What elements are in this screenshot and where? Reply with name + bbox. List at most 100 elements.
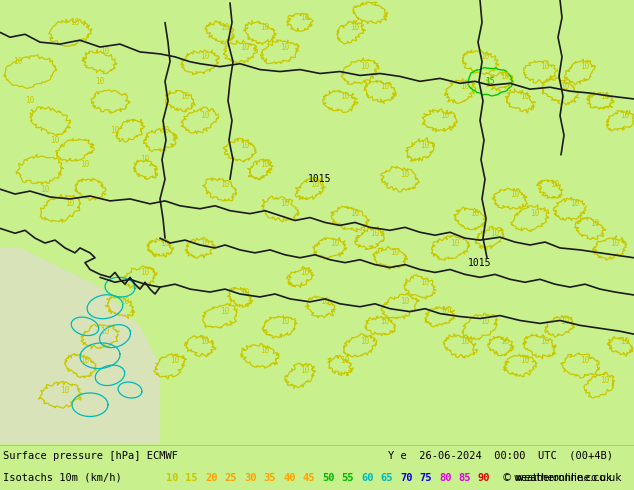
Text: 10: 10 bbox=[510, 190, 520, 198]
Text: 10: 10 bbox=[420, 141, 430, 149]
Text: 10: 10 bbox=[351, 23, 359, 32]
Text: weatheronline.co.uk: weatheronline.co.uk bbox=[514, 473, 612, 483]
Text: 10: 10 bbox=[100, 327, 110, 336]
Text: 10: 10 bbox=[81, 356, 89, 365]
Text: 60: 60 bbox=[361, 473, 373, 483]
Text: 10: 10 bbox=[460, 82, 470, 91]
Text: 10: 10 bbox=[521, 356, 529, 365]
Text: 45: 45 bbox=[302, 473, 315, 483]
Text: 10: 10 bbox=[611, 239, 619, 247]
Text: 10: 10 bbox=[380, 82, 390, 91]
Text: 10: 10 bbox=[166, 473, 179, 483]
Text: 10: 10 bbox=[200, 52, 210, 61]
Text: 15: 15 bbox=[485, 77, 495, 86]
Text: 10: 10 bbox=[301, 366, 309, 375]
Text: 10: 10 bbox=[600, 92, 610, 100]
Text: 10: 10 bbox=[240, 141, 250, 149]
Text: 10: 10 bbox=[370, 229, 380, 238]
Text: 10: 10 bbox=[120, 297, 129, 306]
Text: 10: 10 bbox=[621, 337, 630, 345]
Text: 50: 50 bbox=[322, 473, 335, 483]
Text: 10: 10 bbox=[140, 155, 150, 164]
Text: Isotachs 10m (km/h): Isotachs 10m (km/h) bbox=[3, 473, 122, 483]
Text: 10: 10 bbox=[500, 72, 510, 81]
Text: 10: 10 bbox=[571, 199, 579, 208]
Text: 10: 10 bbox=[460, 337, 470, 345]
Text: 10: 10 bbox=[500, 337, 510, 345]
Text: 10: 10 bbox=[531, 209, 540, 218]
Text: 10: 10 bbox=[200, 337, 210, 345]
Text: 10: 10 bbox=[261, 346, 269, 355]
Text: 10: 10 bbox=[65, 199, 75, 208]
Text: Surface pressure [hPa] ECMWF: Surface pressure [hPa] ECMWF bbox=[3, 451, 178, 461]
Text: 10: 10 bbox=[330, 239, 340, 247]
Text: 10: 10 bbox=[560, 82, 569, 91]
Text: 10: 10 bbox=[590, 219, 600, 228]
Text: 10: 10 bbox=[401, 297, 410, 306]
Text: 10: 10 bbox=[521, 92, 529, 100]
Text: 10: 10 bbox=[160, 239, 170, 247]
Text: 10: 10 bbox=[441, 307, 450, 316]
Text: 10: 10 bbox=[100, 48, 110, 56]
Text: 10: 10 bbox=[41, 185, 49, 194]
Text: 75: 75 bbox=[420, 473, 432, 483]
Text: 30: 30 bbox=[244, 473, 257, 483]
Text: 10: 10 bbox=[140, 268, 150, 277]
Text: 1015: 1015 bbox=[308, 174, 332, 184]
Text: 10: 10 bbox=[481, 52, 489, 61]
Text: 10: 10 bbox=[391, 248, 399, 257]
Text: 10: 10 bbox=[441, 111, 450, 120]
Text: 10: 10 bbox=[221, 180, 230, 189]
Text: 10: 10 bbox=[181, 92, 190, 100]
Text: © weatheronline.co.uk: © weatheronline.co.uk bbox=[501, 473, 621, 483]
Text: 10: 10 bbox=[60, 386, 70, 394]
Text: 10: 10 bbox=[490, 229, 500, 238]
Text: 10: 10 bbox=[25, 97, 35, 105]
Text: 10: 10 bbox=[340, 92, 349, 100]
Text: 10: 10 bbox=[280, 199, 290, 208]
Text: 10: 10 bbox=[171, 356, 179, 365]
Text: 10: 10 bbox=[540, 62, 550, 71]
Text: 10: 10 bbox=[560, 317, 569, 326]
Text: 10: 10 bbox=[450, 239, 460, 247]
Text: 55: 55 bbox=[342, 473, 354, 483]
Text: 70: 70 bbox=[400, 473, 413, 483]
Text: 10: 10 bbox=[240, 43, 250, 51]
Text: 10: 10 bbox=[110, 126, 120, 135]
Text: 10: 10 bbox=[550, 180, 560, 189]
Text: 40: 40 bbox=[283, 473, 295, 483]
Text: 10: 10 bbox=[580, 356, 590, 365]
Text: 10: 10 bbox=[481, 317, 489, 326]
Text: 10: 10 bbox=[580, 62, 590, 71]
Text: 10: 10 bbox=[240, 288, 250, 296]
Text: 10: 10 bbox=[81, 160, 89, 169]
Text: 15: 15 bbox=[186, 473, 198, 483]
Text: 10: 10 bbox=[621, 111, 630, 120]
Text: 10: 10 bbox=[200, 111, 210, 120]
Text: 10: 10 bbox=[401, 170, 410, 179]
Text: 10: 10 bbox=[420, 278, 430, 287]
Text: 10: 10 bbox=[380, 317, 390, 326]
Text: 90: 90 bbox=[478, 473, 491, 483]
Text: 10: 10 bbox=[351, 209, 359, 218]
Text: 10: 10 bbox=[301, 268, 309, 277]
Text: 80: 80 bbox=[439, 473, 451, 483]
Text: 85: 85 bbox=[458, 473, 471, 483]
Text: 10: 10 bbox=[280, 43, 290, 51]
Text: 10: 10 bbox=[311, 180, 320, 189]
Text: 10: 10 bbox=[95, 77, 105, 86]
Text: 65: 65 bbox=[380, 473, 393, 483]
Text: 10: 10 bbox=[600, 376, 610, 385]
Text: 25: 25 bbox=[224, 473, 237, 483]
Text: 10: 10 bbox=[70, 18, 80, 27]
Text: 10: 10 bbox=[50, 136, 60, 145]
Text: 10: 10 bbox=[280, 317, 290, 326]
Text: 10: 10 bbox=[160, 126, 170, 135]
Text: 10: 10 bbox=[200, 239, 210, 247]
Text: 10: 10 bbox=[360, 337, 370, 345]
Text: 10: 10 bbox=[301, 13, 309, 22]
Text: 10: 10 bbox=[340, 356, 349, 365]
Text: 10: 10 bbox=[470, 209, 480, 218]
Text: 10: 10 bbox=[221, 307, 230, 316]
Text: 35: 35 bbox=[264, 473, 276, 483]
